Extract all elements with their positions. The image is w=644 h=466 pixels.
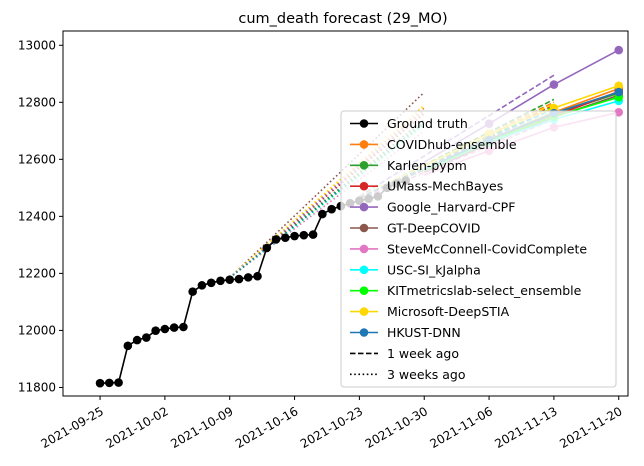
x-tick-label: 2021-09-25	[39, 404, 106, 451]
y-tick-label: 11800	[18, 381, 56, 395]
legend-label: Google_Harvard-CPF	[387, 200, 515, 215]
legend-label: Microsoft-DeepSTIA	[387, 304, 510, 319]
y-tick-label: 12200	[18, 267, 56, 281]
legend-label: GT-DeepCOVID	[387, 221, 480, 236]
legend-item-5: GT-DeepCOVID	[350, 221, 480, 236]
ground-truth-point	[95, 378, 105, 388]
forecast-point	[614, 87, 624, 97]
legend-label: USC-SI_kJalpha	[387, 262, 481, 277]
ground-truth-point	[234, 274, 244, 284]
x-tick-label: 2021-10-02	[103, 404, 170, 451]
legend-swatch-marker	[359, 244, 369, 254]
legend-item-8: KITmetricslab-select_ensemble	[350, 283, 582, 298]
legend-label: KITmetricslab-select_ensemble	[387, 283, 582, 298]
ground-truth-point	[243, 273, 253, 282]
ground-truth-point	[160, 324, 170, 334]
y-tick-label: 12800	[18, 96, 56, 110]
ground-truth-point	[206, 278, 216, 288]
x-tick-label: 2021-10-23	[298, 404, 365, 451]
ground-truth-point	[114, 378, 123, 387]
forecast-point	[614, 81, 624, 91]
legend-label: HKUST-DNN	[387, 325, 461, 340]
legend-label: Ground truth	[387, 116, 468, 131]
x-tick-label: 2021-10-16	[233, 404, 300, 451]
ground-truth-point	[105, 378, 114, 388]
legend-item-2: Karlen-pypm	[350, 158, 467, 173]
y-tick-label: 12000	[18, 324, 56, 338]
ground-truth-point	[142, 333, 151, 342]
ground-truth-point	[308, 230, 318, 239]
x-tick-label: 2021-11-13	[492, 404, 559, 451]
x-tick-label: 2021-11-06	[428, 404, 495, 451]
legend-item-0: Ground truth	[350, 116, 468, 131]
ground-truth-point	[299, 230, 309, 240]
ground-truth-point	[225, 275, 235, 284]
legend: Ground truth COVIDhub-ensemble Karlen-pypm…	[340, 110, 617, 388]
legend-swatch-marker	[359, 140, 369, 149]
legend-item-11: 1 week ago	[350, 346, 459, 361]
legend-item-4: Google_Harvard-CPF	[350, 200, 515, 215]
legend-label: 1 week ago	[387, 346, 459, 361]
legend-swatch-marker	[359, 119, 369, 128]
legend-swatch-marker	[359, 161, 369, 170]
legend-swatch-marker	[359, 307, 369, 316]
legend-swatch-marker	[359, 265, 369, 275]
forecast-3wk-8	[229, 104, 425, 279]
legend-swatch-marker	[359, 202, 369, 212]
legend-item-12: 3 weeks ago	[350, 367, 466, 382]
ground-truth-point	[169, 323, 179, 332]
y-tick-label: 13000	[18, 39, 56, 53]
ground-truth-point	[280, 233, 290, 243]
forecast-point	[614, 107, 624, 117]
ground-truth-point	[290, 231, 299, 241]
legend-item-10: HKUST-DNN	[350, 325, 461, 340]
ground-truth-point	[327, 204, 336, 214]
legend-item-3: UMass-MechBayes	[350, 179, 503, 194]
ground-truth-point	[216, 276, 225, 286]
forecast-point	[614, 45, 624, 55]
legend-swatch-marker	[359, 223, 369, 233]
ground-truth-point	[318, 209, 327, 219]
ground-truth-point	[262, 243, 272, 253]
legend-box	[340, 110, 617, 388]
x-tick-label: 2021-10-09	[168, 404, 235, 451]
legend-item-9: Microsoft-DeepSTIA	[350, 304, 510, 319]
ground-truth-point	[197, 281, 207, 290]
forecast-point	[549, 80, 559, 89]
y-tick-label: 12400	[18, 210, 56, 224]
legend-swatch-marker	[359, 181, 369, 191]
legend-item-7: USC-SI_kJalpha	[350, 262, 481, 277]
legend-label: SteveMcConnell-CovidComplete	[387, 241, 587, 256]
x-tick-label: 2021-11-20	[557, 404, 624, 451]
legend-label: Karlen-pypm	[387, 158, 467, 173]
ground-truth-point	[188, 287, 197, 296]
legend-label: COVIDhub-ensemble	[387, 137, 517, 152]
y-tick-label: 12600	[18, 153, 56, 167]
chart-title: cum_death forecast (29_MO)	[238, 11, 447, 27]
legend-swatch-marker	[359, 328, 369, 337]
plot-frame	[62, 30, 629, 397]
legend-item-6: SteveMcConnell-CovidComplete	[350, 241, 587, 256]
legend-label: 3 weeks ago	[387, 367, 466, 382]
x-tick-label: 2021-10-30	[363, 404, 430, 451]
ground-truth-point	[132, 335, 142, 345]
legend-item-1: COVIDhub-ensemble	[350, 137, 517, 152]
legend-swatch-marker	[359, 286, 369, 296]
ground-truth-point	[271, 235, 281, 244]
ground-truth-point	[151, 326, 160, 335]
ground-truth-point	[253, 271, 262, 281]
ground-truth-point	[179, 322, 188, 332]
legend-label: UMass-MechBayes	[387, 179, 503, 194]
ground-truth-point	[123, 341, 133, 351]
